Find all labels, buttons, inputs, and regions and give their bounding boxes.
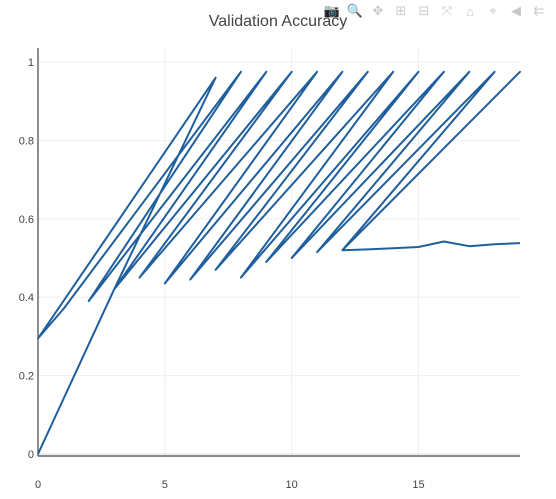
x-tick-label: 0 <box>35 479 41 491</box>
reset-axes-icon[interactable]: ⌂ <box>466 3 474 19</box>
y-tick-label: 1 <box>28 57 34 69</box>
zoom-in-icon[interactable]: ⊞ <box>395 3 407 18</box>
x-tick-label: 5 <box>162 479 168 491</box>
zoom-out-icon[interactable]: ⊟ <box>418 3 430 18</box>
camera-icon[interactable]: 📷 <box>323 3 341 18</box>
series <box>37 70 521 455</box>
series-line <box>37 70 521 455</box>
y-tick-label: 0.2 <box>19 371 34 383</box>
y-tick-label: 0.8 <box>19 135 34 147</box>
y-tick-label: 0.6 <box>19 214 34 226</box>
spike-lines-icon[interactable]: ⌖ <box>489 3 497 18</box>
hover-compare-icon[interactable]: ⇇ <box>533 3 545 18</box>
x-tick-label: 15 <box>412 479 424 491</box>
hover-closest-icon[interactable]: ◀ <box>511 3 521 18</box>
chart-title: Validation Accuracy <box>209 13 347 30</box>
axes <box>37 48 520 457</box>
tick-labels: 00.20.40.60.810 5 10 15 <box>19 57 425 491</box>
y-tick-label: 0 <box>28 449 34 461</box>
pan-icon[interactable]: ✥ <box>372 3 384 18</box>
y-tick-label: 0.4 <box>19 292 34 304</box>
modebar: 📷🔍✥⊞⊟⤧⌂⌖◀⇇▮ <box>322 2 556 20</box>
zoom-icon[interactable]: 🔍 <box>346 3 364 18</box>
x-tick-label: 10 <box>286 479 298 491</box>
autoscale-icon[interactable]: ⤧ <box>441 3 453 18</box>
grid <box>38 48 520 456</box>
